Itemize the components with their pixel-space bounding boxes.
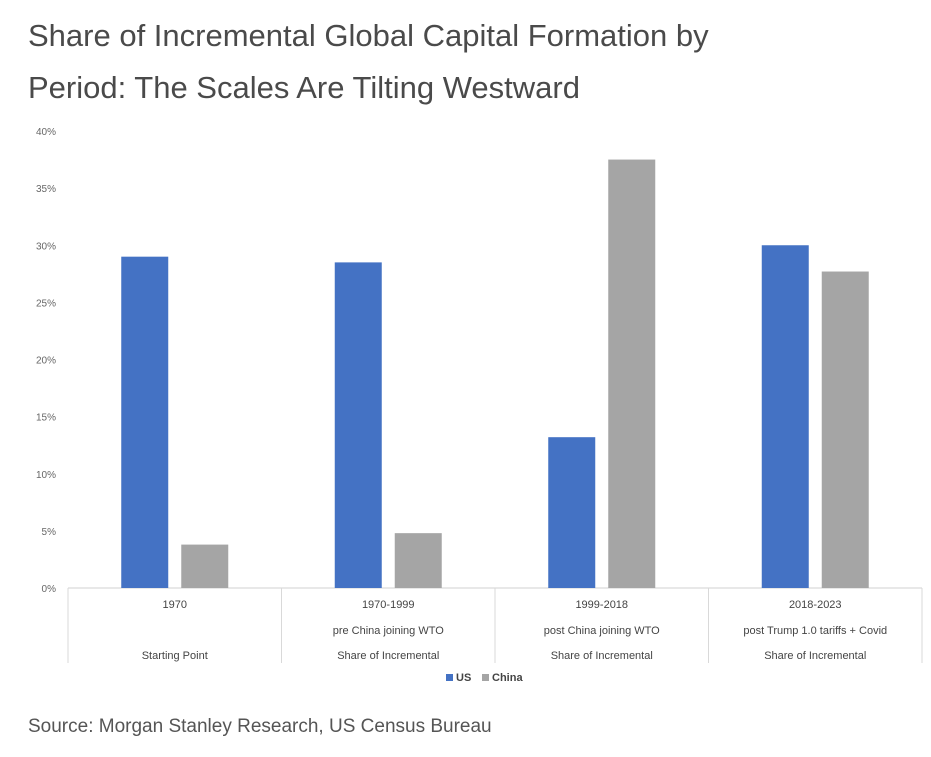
legend-swatch-china xyxy=(482,674,489,681)
bar-us-0 xyxy=(121,256,169,588)
category-label: Share of Incremental xyxy=(764,650,866,662)
category-label: 1970 xyxy=(163,599,187,611)
bar-us-2 xyxy=(548,437,596,588)
y-tick-label: 25% xyxy=(36,298,56,309)
bar-us-1 xyxy=(334,262,382,588)
y-tick-label: 10% xyxy=(36,470,56,481)
chart-title-line1: Share of Incremental Global Capital Form… xyxy=(28,18,709,53)
category-label: Starting Point xyxy=(142,650,208,662)
bar-us-3 xyxy=(761,245,809,588)
y-tick-label: 20% xyxy=(36,356,56,367)
chart-title-line2: Period: The Scales Are Tilting Westward xyxy=(28,70,580,105)
category-label: pre China joining WTO xyxy=(333,625,445,637)
legend-swatch-us xyxy=(446,674,453,681)
category-label: Share of Incremental xyxy=(551,650,653,662)
category-label: post Trump 1.0 tariffs + Covid xyxy=(743,625,887,637)
legend-label-us: US xyxy=(456,672,471,684)
y-tick-label: 35% xyxy=(36,184,56,195)
legend-label-china: China xyxy=(492,672,523,684)
category-label: 2018-2023 xyxy=(789,599,842,611)
y-tick-label: 30% xyxy=(36,241,56,252)
bar-chart: 0% 5% 10% 15% 20% 25% 30% 35% 40% 1970 Starting Po… xyxy=(36,127,923,684)
bar-china-0 xyxy=(181,544,229,588)
bar-china-1 xyxy=(394,533,442,588)
source-note: Source: Morgan Stanley Research, US Cens… xyxy=(28,716,492,737)
y-tick-label: 15% xyxy=(36,413,56,424)
y-tick-label: 0% xyxy=(42,584,57,595)
category-label: 1999-2018 xyxy=(575,599,628,611)
category-label: Share of Incremental xyxy=(337,650,439,662)
chart-title: Share of Incremental Global Capital Form… xyxy=(28,10,908,114)
category-label: post China joining WTO xyxy=(544,625,660,637)
bar-china-2 xyxy=(608,159,656,588)
y-tick-label: 5% xyxy=(42,527,57,538)
bar-china-3 xyxy=(821,271,869,588)
y-tick-label: 40% xyxy=(36,127,56,138)
category-label: 1970-1999 xyxy=(362,599,415,611)
